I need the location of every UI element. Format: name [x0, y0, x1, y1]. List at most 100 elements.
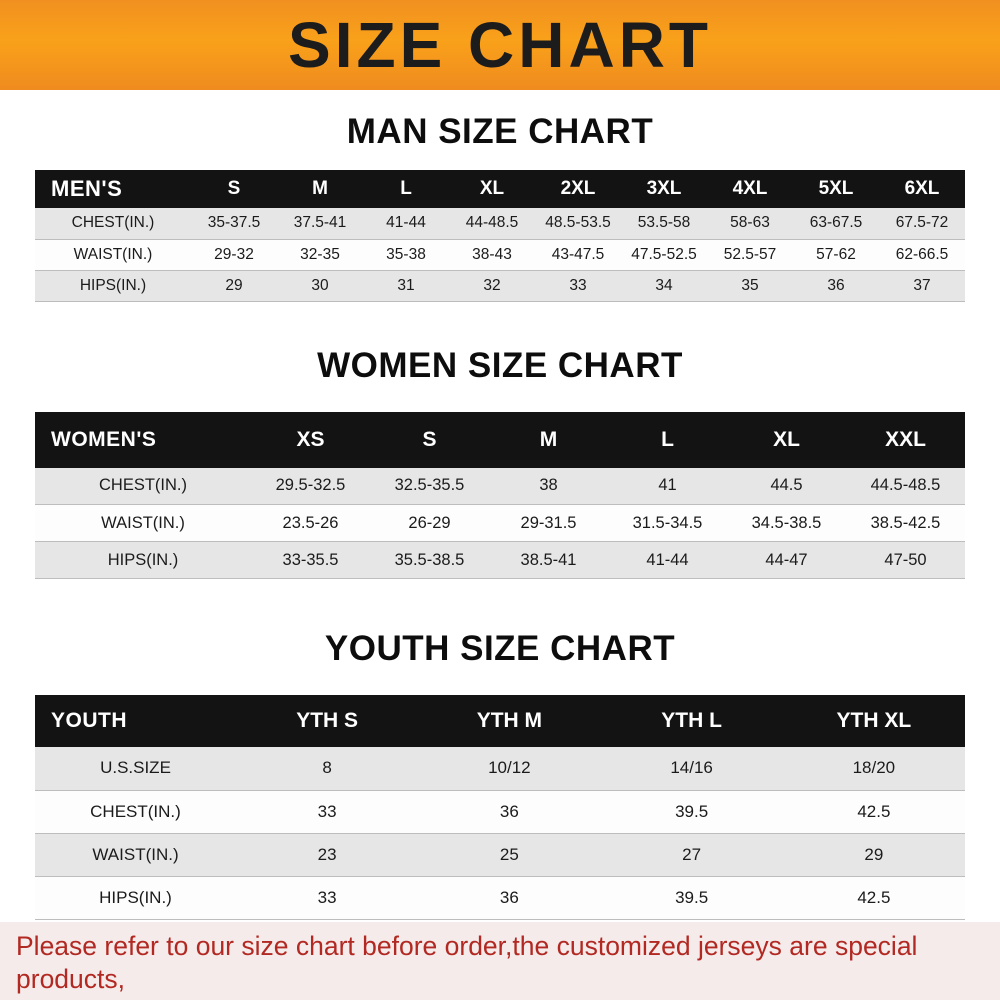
value-cell: 36	[418, 876, 601, 920]
size-header-cell: YTH L	[661, 709, 722, 732]
table-header-row: YOUTH YTH S YTH M YTH L YTH XL	[35, 695, 965, 747]
value-cell: 58-63	[707, 208, 793, 240]
table-row: CHEST(IN.) 29.5-32.5 32.5-35.5 38 41 44.5 44.5…	[35, 467, 965, 505]
size-header-cell: 4XL	[732, 178, 768, 199]
value-cell: 44-47	[727, 541, 846, 579]
value-cell: 29-32	[191, 239, 277, 271]
value-cell: 32-35	[277, 239, 363, 271]
value-cell: 33	[236, 790, 419, 834]
size-header-cell: 3XL	[646, 178, 682, 199]
table-row: U.S.SIZE 8 10/12 14/16 18/20	[35, 747, 965, 791]
table-row: WAIST(IN.) 23.5-26 26-29 29-31.5 31.5-34.5 34…	[35, 504, 965, 542]
row-label-cell: CHEST(IN.)	[35, 467, 251, 505]
value-cell: 36	[418, 790, 601, 834]
size-header-cell: XL	[773, 427, 800, 451]
table-row: HIPS(IN.) 29 30 31 32 33 34 35 36 37	[35, 270, 965, 302]
value-cell: 52.5-57	[707, 239, 793, 271]
value-cell: 63-67.5	[793, 208, 879, 240]
banner-title: SIZE CHART	[288, 9, 712, 81]
value-cell: 62-66.5	[879, 239, 965, 271]
size-header-cell: S	[422, 427, 437, 451]
row-label-cell: CHEST(IN.)	[35, 790, 236, 834]
value-cell: 33-35.5	[251, 541, 370, 579]
table-header-row: WOMEN'S XS S M L XL XXL	[35, 411, 965, 468]
row-label-cell: HIPS(IN.)	[35, 876, 236, 920]
size-header-cell: L	[400, 178, 412, 199]
table-row: CHEST(IN.) 33 36 39.5 42.5	[35, 790, 965, 834]
value-cell: 42.5	[782, 790, 965, 834]
value-cell: 32	[449, 270, 535, 302]
size-header-cell: YTH XL	[836, 709, 912, 732]
men-size-table: MEN'S S M L XL 2XL 3XL 4XL 5XL 6XL CHEST(IN.) 35-37…	[35, 170, 965, 302]
value-cell: 35-38	[363, 239, 449, 271]
size-header-cell: M	[312, 178, 328, 199]
value-cell: 48.5-53.5	[535, 208, 621, 240]
size-chart-banner: SIZE CHART	[0, 0, 1000, 90]
value-cell: 57-62	[793, 239, 879, 271]
size-table: MEN'S S M L XL 2XL 3XL 4XL 5XL 6XL CHEST(IN.) 35-37…	[35, 170, 965, 302]
table-label-cell: YOUTH	[51, 709, 127, 732]
value-cell: 33	[535, 270, 621, 302]
value-cell: 47-50	[846, 541, 965, 579]
row-label-cell: CHEST(IN.)	[35, 208, 191, 240]
size-header-cell: M	[539, 427, 558, 451]
footer-note: Please refer to our size chart before or…	[0, 922, 1000, 1000]
value-cell: 42.5	[782, 876, 965, 920]
size-header-cell: L	[661, 427, 674, 451]
footer-line-2: we don't accept cancel, change, teturn o…	[16, 996, 1000, 1000]
value-cell: 53.5-58	[621, 208, 707, 240]
value-cell: 38.5-42.5	[846, 504, 965, 542]
value-cell: 38-43	[449, 239, 535, 271]
value-cell: 37.5-41	[277, 208, 363, 240]
row-label-cell: HIPS(IN.)	[35, 270, 191, 302]
row-label-cell: WAIST(IN.)	[35, 833, 236, 877]
value-cell: 34	[621, 270, 707, 302]
value-cell: 25	[418, 833, 601, 877]
value-cell: 23	[236, 833, 419, 877]
value-cell: 41-44	[608, 541, 727, 579]
table-row: WAIST(IN.) 29-32 32-35 35-38 38-43 43-47.5 47.…	[35, 239, 965, 271]
size-header-cell: 6XL	[904, 178, 940, 199]
row-label-cell: HIPS(IN.)	[35, 541, 251, 579]
value-cell: 29.5-32.5	[251, 467, 370, 505]
row-label-cell: WAIST(IN.)	[35, 504, 251, 542]
value-cell: 41-44	[363, 208, 449, 240]
value-cell: 32.5-35.5	[370, 467, 489, 505]
size-header-cell: YTH M	[476, 709, 543, 732]
table-row: HIPS(IN.) 33 36 39.5 42.5	[35, 876, 965, 920]
value-cell: 8	[236, 747, 419, 791]
value-cell: 18/20	[782, 747, 965, 791]
value-cell: 23.5-26	[251, 504, 370, 542]
youth-chart-heading: YOUTH SIZE CHART	[324, 629, 676, 668]
table-header-row: MEN'S S M L XL 2XL 3XL 4XL 5XL 6XL	[35, 170, 965, 208]
size-header-cell: YTH S	[296, 709, 359, 732]
value-cell: 33	[236, 876, 419, 920]
women-size-table: WOMEN'S XS S M L XL XXL CHEST(IN.) 29.5-32.5 32.5…	[35, 411, 965, 579]
man-chart-heading: MAN SIZE CHART	[346, 112, 654, 151]
value-cell: 44.5-48.5	[846, 467, 965, 505]
value-cell: 31	[363, 270, 449, 302]
value-cell: 39.5	[600, 876, 783, 920]
value-cell: 36	[793, 270, 879, 302]
size-header-cell: XL	[479, 178, 505, 199]
youth-size-table: YOUTH YTH S YTH M YTH L YTH XL U.S.SIZE 8 10/12…	[35, 695, 965, 920]
value-cell: 27	[600, 833, 783, 877]
value-cell: 39.5	[600, 790, 783, 834]
value-cell: 34.5-38.5	[727, 504, 846, 542]
size-header-cell: 5XL	[818, 178, 854, 199]
value-cell: 29-31.5	[489, 504, 608, 542]
value-cell: 38	[489, 467, 608, 505]
value-cell: 44-48.5	[449, 208, 535, 240]
value-cell: 44.5	[727, 467, 846, 505]
value-cell: 35-37.5	[191, 208, 277, 240]
value-cell: 30	[277, 270, 363, 302]
footer-line-1: Please refer to our size chart before or…	[16, 931, 918, 994]
size-table: WOMEN'S XS S M L XL XXL CHEST(IN.) 29.5-32.5 32.5…	[35, 411, 965, 579]
size-table: YOUTH YTH S YTH M YTH L YTH XL U.S.SIZE 8 10/12…	[35, 695, 965, 920]
value-cell: 29	[782, 833, 965, 877]
table-row: HIPS(IN.) 33-35.5 35.5-38.5 38.5-41 41-44 44-…	[35, 541, 965, 579]
value-cell: 38.5-41	[489, 541, 608, 579]
size-header-cell: 2XL	[560, 178, 596, 199]
value-cell: 41	[608, 467, 727, 505]
table-label-cell: WOMEN'S	[51, 427, 157, 451]
